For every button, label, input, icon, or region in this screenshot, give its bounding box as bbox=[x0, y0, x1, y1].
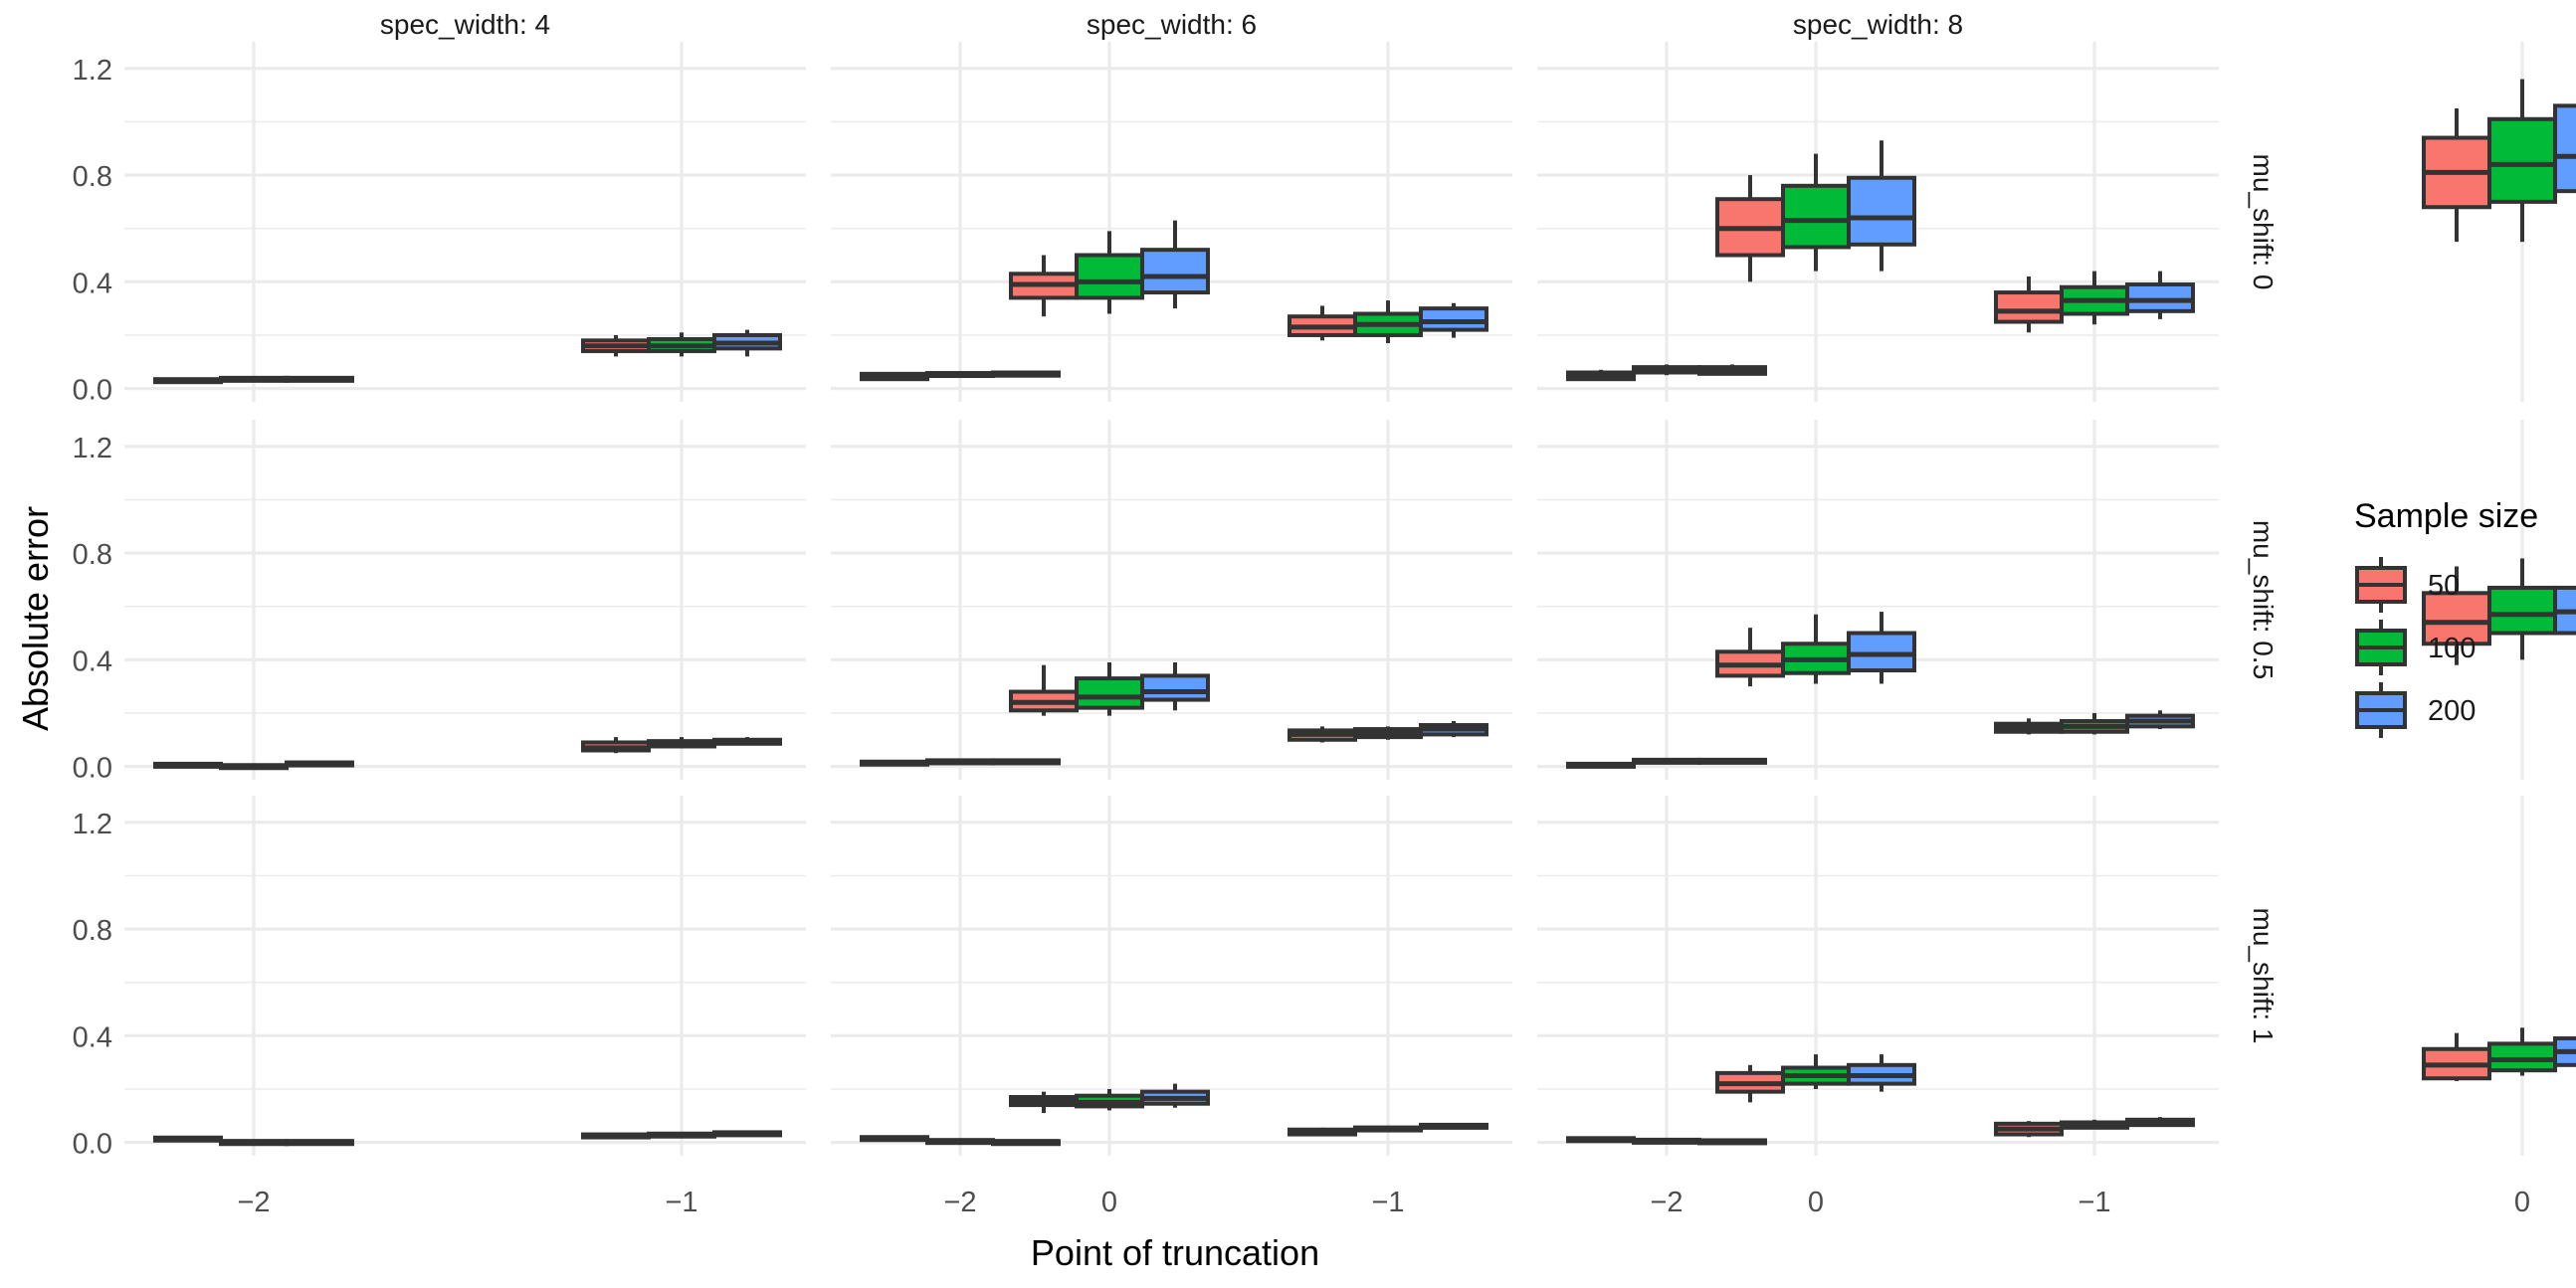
box-body-100 bbox=[2487, 1041, 2557, 1073]
x-axis-title: Point of truncation bbox=[1031, 1232, 1319, 1273]
x-tick-label: −1 bbox=[1371, 1187, 1404, 1218]
box-body-50 bbox=[2422, 591, 2491, 646]
box-body-100 bbox=[1075, 253, 1144, 300]
y-axis-title: Absolute error bbox=[15, 506, 56, 731]
legend-label: 50 bbox=[2428, 570, 2460, 602]
box-body-200 bbox=[1140, 673, 1210, 702]
facet-column-label: spec_width: 6 bbox=[1087, 9, 1257, 40]
facet-row-label: mu_shift: 0.5 bbox=[2248, 520, 2279, 679]
facet-row-label: mu_shift: 1 bbox=[2248, 908, 2279, 1044]
x-tick-label: 0 bbox=[1808, 1187, 1824, 1218]
x-tick-label: −2 bbox=[1650, 1187, 1683, 1218]
box-body-100 bbox=[1075, 676, 1144, 710]
y-tick-label: 0.4 bbox=[73, 268, 112, 299]
box-body-200 bbox=[2125, 282, 2195, 313]
box-body-100 bbox=[2487, 116, 2557, 204]
x-tick-label: −1 bbox=[2078, 1187, 2110, 1218]
box-body-200 bbox=[1419, 306, 1488, 332]
x-tick-label: 0 bbox=[2514, 1187, 2530, 1218]
y-tick-label: 0.4 bbox=[73, 1021, 112, 1053]
y-tick-label: 0.8 bbox=[73, 539, 112, 571]
x-tick-label: −2 bbox=[943, 1187, 976, 1218]
box-body-200 bbox=[2553, 103, 2576, 194]
box-body-100 bbox=[1781, 183, 1851, 250]
facet-row-label: mu_shift: 0 bbox=[2248, 154, 2279, 290]
legend-label: 200 bbox=[2428, 695, 2476, 727]
x-tick-label: −1 bbox=[665, 1187, 697, 1218]
box-body-200 bbox=[1140, 248, 1210, 295]
facet-column-label: spec_width: 8 bbox=[1793, 9, 1963, 40]
box-body-100 bbox=[2487, 585, 2557, 636]
box-body-200 bbox=[1847, 631, 1916, 673]
y-tick-label: 0.8 bbox=[73, 915, 112, 947]
legend-label: 100 bbox=[2428, 633, 2476, 664]
x-tick-label: 0 bbox=[1101, 1187, 1117, 1218]
box-body-200 bbox=[1847, 175, 1916, 247]
y-tick-label: 1.2 bbox=[73, 809, 112, 840]
box-body-50 bbox=[1994, 290, 2064, 324]
facet-column-label: spec_width: 4 bbox=[380, 9, 550, 40]
y-tick-label: 1.2 bbox=[73, 55, 112, 87]
y-tick-label: 1.2 bbox=[73, 433, 112, 464]
y-tick-label: 0.8 bbox=[73, 161, 112, 193]
y-tick-label: 0.0 bbox=[73, 1129, 112, 1161]
x-tick-label: −2 bbox=[237, 1187, 270, 1218]
y-tick-label: 0.4 bbox=[73, 645, 112, 677]
legend-title: Sample size bbox=[2354, 497, 2538, 535]
y-tick-label: 0.0 bbox=[73, 375, 112, 407]
y-tick-label: 0.0 bbox=[73, 753, 112, 785]
